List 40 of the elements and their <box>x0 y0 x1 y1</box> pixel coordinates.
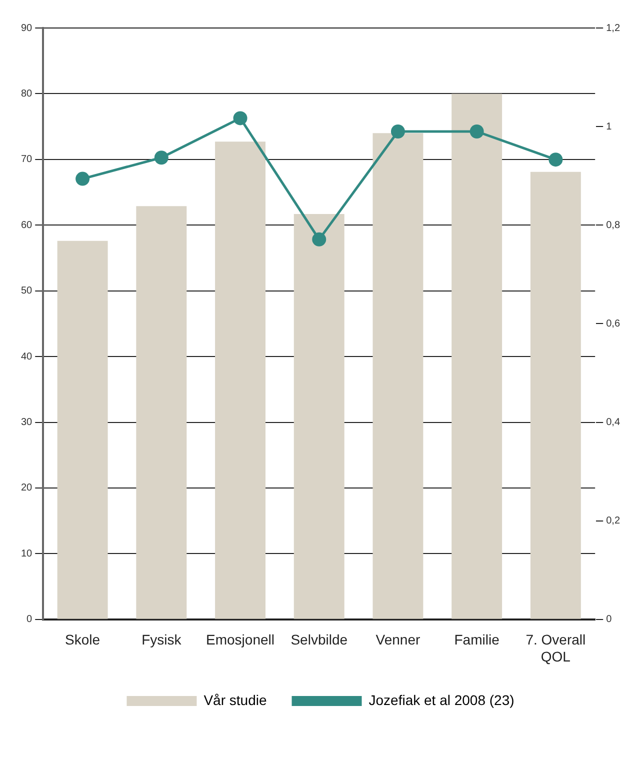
y-tick-label: 40 <box>21 351 33 362</box>
bar <box>57 240 108 619</box>
point <box>76 172 90 186</box>
point <box>312 232 326 246</box>
y2-tick-label: 0,6 <box>606 318 620 330</box>
y-tick-label: 10 <box>21 548 33 560</box>
y2-tick-label: 1,2 <box>606 22 620 34</box>
bar <box>530 172 581 619</box>
bar <box>294 214 344 619</box>
x-tick-label: 7. Overall QOL <box>526 632 586 664</box>
x-tick-label: Emosjonell <box>206 632 274 648</box>
point <box>233 111 248 126</box>
bar <box>136 206 187 619</box>
x-tick-label: Fysisk <box>142 632 182 648</box>
point <box>154 150 168 165</box>
y-tick-label: 30 <box>21 417 33 428</box>
x-tick-label: Familie <box>454 632 500 648</box>
y2-tick-label: 0 <box>606 614 612 626</box>
point <box>548 152 563 167</box>
point <box>390 124 405 138</box>
y-tick-label: 70 <box>21 154 33 166</box>
y2-tick-label: 0,8 <box>606 220 620 231</box>
y-tick-label: 20 <box>21 482 33 494</box>
legend-label: Vår studie <box>204 692 267 708</box>
bar <box>372 133 424 619</box>
y-tick-label: 60 <box>21 220 33 231</box>
legend-label: Jozefiak et al 2008 (23) <box>368 692 514 708</box>
x-tick-label: Selvbilde <box>290 632 348 648</box>
x-tick-label: Venner <box>376 632 420 648</box>
y-tick-label: 0 <box>26 614 33 626</box>
y2-tick-label: 0,4 <box>606 417 620 428</box>
y2-tick-label: 0,2 <box>606 516 620 527</box>
bar <box>215 142 266 619</box>
y-tick-label: 80 <box>21 88 33 100</box>
point <box>470 124 484 138</box>
x-tick-label: Skole <box>65 632 100 648</box>
bar <box>452 94 502 619</box>
y-tick-label: 90 <box>21 22 33 34</box>
y2-tick-label: 1 <box>606 121 612 132</box>
y-tick-label: 50 <box>21 286 33 297</box>
